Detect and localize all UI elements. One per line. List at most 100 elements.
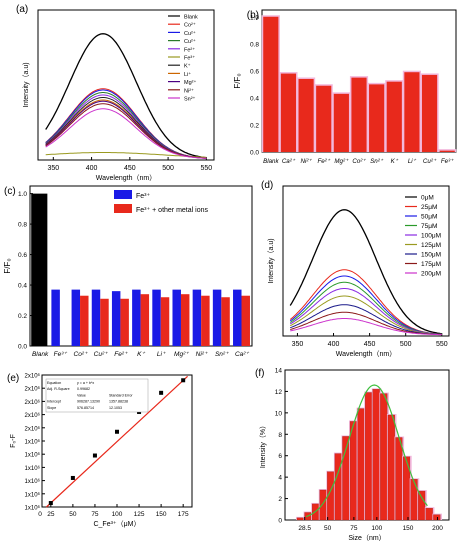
panel-b-bar-halo [438,149,457,152]
panel-c-bar-fe3 [51,289,60,346]
panel-f-xtick-label: 50 [324,525,332,532]
panel-c-ylabel: F/F₀ [3,258,12,273]
panel-c-ytick-label: 0.4 [18,283,27,290]
panel-c-xtick-label: K⁺ [137,351,145,358]
panel-e-xtick-label: 150 [156,511,167,518]
panel-e-ytick-label: 2x10⁶ [25,399,41,406]
panel-e-fit-table [45,378,149,413]
panel-c-xtick-label: Blank [32,351,49,358]
panel-b-xtick-label: Li⁺ [408,158,417,165]
panel-e-xlabel: C_Fe³⁺（μM） [93,520,140,528]
panel-b-ytick-label: 0.4 [250,95,259,102]
panel-e-point [159,390,164,395]
panel-c-bar-mixed [140,294,150,346]
panel-c-bar-mixed [221,297,230,346]
panel-e-xtick-label: 125 [134,511,145,518]
panel-e-point [115,429,119,434]
panel-c-bar-fe3 [71,289,81,346]
panel-e-xtick-label: 175 [178,511,189,518]
panel-d-legend-entry: 200μM [421,271,441,278]
panel-b-ytick-label: 0.6 [250,68,259,75]
panel-b-xtick-label: Ni²⁺ [301,158,313,165]
panel-b-xtick-label: Sn²⁺ [370,158,384,165]
panel-b-ytick-label: 0.8 [250,41,259,48]
panel-b-bar [263,16,279,153]
panel-f-bar [365,392,373,521]
panel-c-legend-entry: Fe³⁺ [136,193,151,200]
panel-a-xtick-label: 350 [47,165,59,172]
panel-f-ytick-label: 4 [278,475,282,482]
panel-a-xtick-label: 550 [201,165,213,172]
panel-f-bar [425,508,433,521]
panel-f-bar [372,389,380,521]
panel-f-bar [395,437,403,521]
panel-c-legend-entry: Fe³⁺ + other metal ions [136,207,208,214]
panel-f-ytick-label: 2 [278,496,282,503]
panel-b-ytick-label: 0.2 [250,122,259,129]
panel-e-point [181,378,186,383]
panel-e-fit-table-cell: 906287.13290 [77,400,100,404]
panel-d-xtick-label: 500 [400,341,412,348]
panel-d-xtick-label: 450 [364,341,376,348]
panel-a-ylabel: Intensity（a.u) [22,62,30,107]
panel-e-fit-table-cell: Intercept [47,400,61,404]
panel-d-series-line [290,318,442,336]
panel-d-label: (d) [261,180,273,191]
panel-f-label: (f) [255,368,264,379]
panel-d-legend-entry: 75μM [421,223,437,230]
panel-d-legend-entry: 50μM [421,214,437,221]
panel-f-ytick-label: 14 [275,368,283,375]
panel-d-ylabel: Intensity（a.u) [267,238,275,283]
panel-a-legend-entry: K⁺ [184,63,191,70]
panel-a-legend-entry: Mg²⁺ [184,79,196,86]
panel-c-bar-fe3 [132,289,141,346]
panel-f-xtick-label: 75 [350,525,358,532]
panel-b-ylabel: F/F₀ [233,73,242,88]
panel-b-bar [351,77,367,152]
panel-e-fit-table-cell: Adj. R-Square [47,387,70,391]
panel-c-xtick-label: Co²⁺ [74,351,88,358]
panel-d-legend-entry: 125μM [421,242,441,249]
panel-e-fit-table-cell: Slope [47,406,56,410]
panel-a-xlabel: Wavelength（nm） [96,174,156,182]
panel-e-ytick-label: 1x10⁶ [25,452,41,459]
panel-b-xtick-label: K⁺ [391,158,399,165]
panel-e-xtick-label: 0 [38,511,42,518]
panel-c-label: (c) [4,186,16,197]
panel-f-ytick-label: 0 [278,518,282,525]
panel-b-ytick-label: 1.0 [250,14,259,21]
panel-e-xtick-label: 50 [69,511,77,518]
panel-a-legend-entry: Fe²⁺ [184,46,195,53]
panel-c-ytick-label: 0.2 [18,313,27,320]
panel-e-fit-table-cell: y = a + b*x [77,381,94,385]
panel-f-bar [387,414,395,521]
panel-c-bar-fe3 [152,289,161,346]
panel-a-legend-entry: Sn²⁺ [184,96,196,103]
panel-d-xtick-label: 550 [436,341,448,348]
panel-c-xtick-label: Cu²⁺ [94,351,108,358]
panel-f-bar [357,408,365,521]
panel-d-legend-entry: 100μM [421,233,441,240]
panel-c-xtick-label: Fe²⁺ [114,351,128,358]
panel-b-bar [298,78,314,152]
panel-d-legend-entry: 0μM [421,195,434,202]
panel-e-fit-table-cell: 1357.88238 [109,400,128,404]
panel-b-xtick-label: Fe³⁺ [441,158,454,165]
panel-a-legend-entry: Fe³⁺ [184,55,195,62]
panel-b-xtick-label: Mg²⁺ [334,158,349,165]
panel-c-xtick-label: Li⁺ [157,351,166,358]
panel-a-series-line [45,33,207,159]
panel-e-point [70,475,75,480]
panel-b-bar [439,150,455,152]
panel-a-label: (a) [16,4,28,15]
panel-c-bar-mixed [120,298,129,346]
panel-e-ytick-label: 2x10⁶ [25,425,41,432]
panel-b-xtick-label: Ca²⁺ [282,158,296,165]
panel-e-xtick-label: 75 [91,511,99,518]
panel-c-legend-box [111,188,247,222]
panel-f-ytick-label: 6 [278,453,282,460]
panel-b-xtick-label: Cu²⁺ [423,158,437,165]
panel-d-legend-entry: 25μM [421,204,437,211]
panel-b-bar [333,93,349,152]
panel-f-bar [418,490,426,521]
